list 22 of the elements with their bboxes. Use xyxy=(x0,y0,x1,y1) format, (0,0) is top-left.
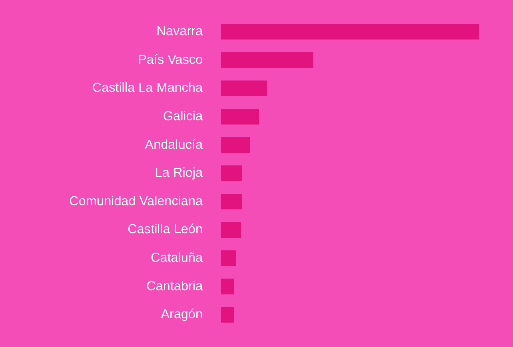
y-tick-label: La Rioja xyxy=(155,165,204,180)
y-tick-label: Navarra xyxy=(156,24,204,39)
bar xyxy=(221,80,268,96)
bar xyxy=(221,250,236,266)
y-tick-label: Comunidad Valenciana xyxy=(70,193,204,208)
bar xyxy=(221,137,250,154)
bar xyxy=(221,109,260,125)
y-tick-label: Cantabria xyxy=(146,278,204,294)
bar xyxy=(221,194,242,210)
bar xyxy=(221,166,242,182)
bar xyxy=(221,307,234,323)
y-tick-label: Castilla León xyxy=(128,222,203,237)
bar xyxy=(221,222,242,238)
y-tick-label: Castilla La Mancha xyxy=(92,80,204,96)
y-tick-label: Aragón xyxy=(161,306,203,322)
bar xyxy=(221,52,314,68)
y-tick-label: Andalucía xyxy=(145,136,204,152)
y-tick-label: Cataluña xyxy=(150,250,204,266)
y-tick-label: País Vasco xyxy=(138,52,203,67)
bar xyxy=(221,278,234,295)
bar xyxy=(221,24,479,40)
y-tick-label: Galicia xyxy=(163,108,204,124)
